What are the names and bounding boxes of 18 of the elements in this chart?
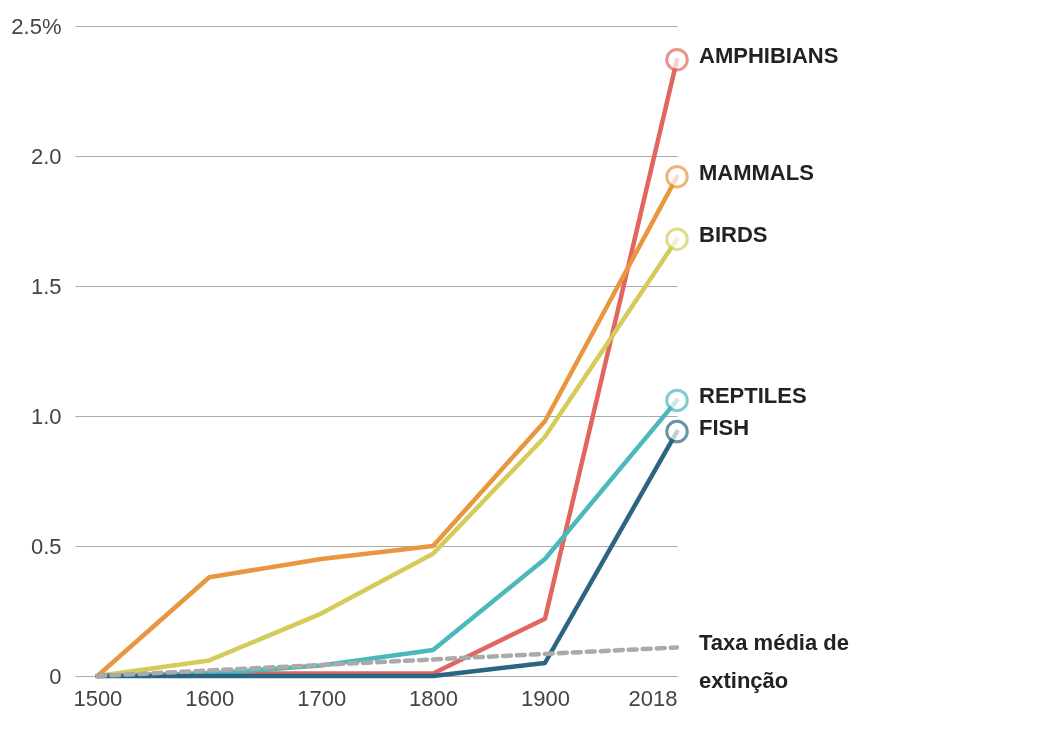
x-tick-label: 2018 bbox=[628, 685, 678, 711]
series-label: REPTILES bbox=[699, 383, 807, 409]
y-tick-label: 1.0 bbox=[30, 403, 62, 429]
x-tick-label: 1900 bbox=[520, 685, 570, 711]
series-label: Taxa média de extinção bbox=[699, 630, 849, 694]
series-label: FISH bbox=[699, 414, 750, 440]
y-tick-label: 2.5% bbox=[11, 13, 62, 39]
series-label: BIRDS bbox=[699, 222, 768, 248]
x-tick-label: 1800 bbox=[409, 685, 459, 711]
y-tick-label: 0.5 bbox=[30, 533, 62, 559]
x-tick-label: 1700 bbox=[297, 685, 347, 711]
x-tick-label: 1500 bbox=[73, 685, 123, 711]
x-tick-label: 1600 bbox=[185, 685, 235, 711]
y-tick-label: 1.5 bbox=[30, 273, 62, 299]
y-tick-label: 0 bbox=[49, 663, 62, 689]
series-label: AMPHIBIANS bbox=[699, 42, 839, 68]
series-label: MAMMALS bbox=[699, 159, 814, 185]
y-tick-label: 2.0 bbox=[30, 143, 62, 169]
